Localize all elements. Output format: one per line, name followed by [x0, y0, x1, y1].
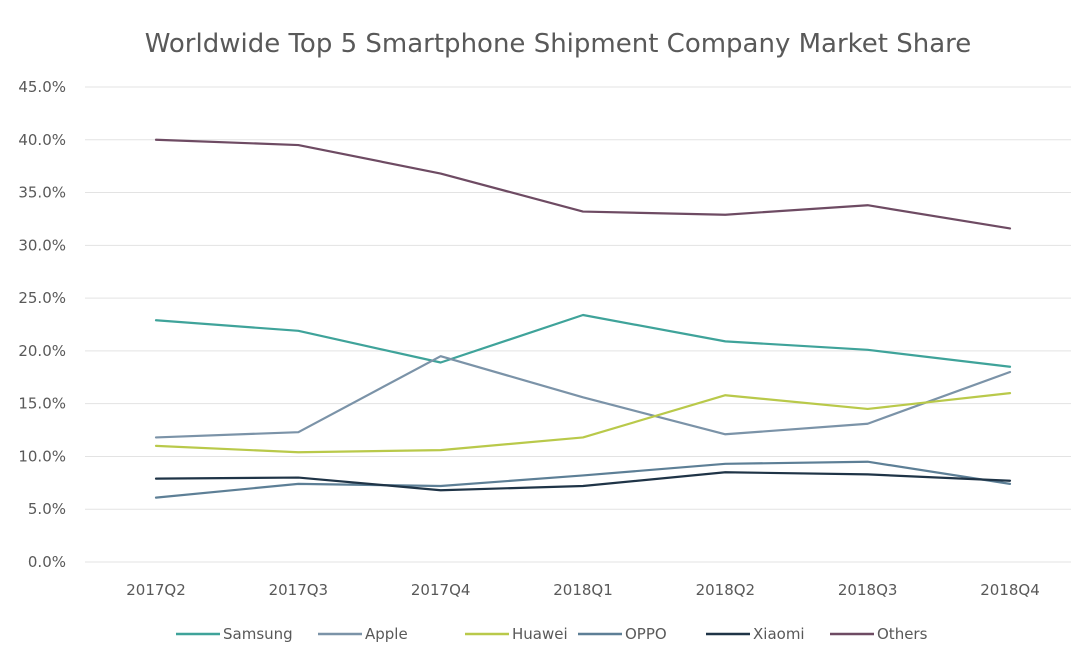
y-tick-label: 35.0%: [18, 184, 66, 202]
legend-label: Others: [877, 625, 928, 643]
series-oppo: [154, 460, 1012, 499]
legend-item-huawei: Huawei: [465, 625, 568, 643]
series-others: [154, 138, 1012, 230]
legend-item-samsung: Samsung: [176, 625, 293, 643]
series-line-samsung: [154, 313, 1012, 368]
x-tick-label: 2018Q1: [553, 581, 613, 599]
legend-item-oppo: OPPO: [578, 625, 667, 643]
chart-title: Worldwide Top 5 Smartphone Shipment Comp…: [145, 29, 972, 59]
legend-item-xiaomi: Xiaomi: [706, 625, 805, 643]
x-tick-label: 2018Q4: [980, 581, 1040, 599]
series-samsung: [154, 313, 1012, 368]
y-tick-label: 15.0%: [18, 395, 66, 413]
legend: Samsung Apple Huawei OPPO Xiaomi Others: [176, 625, 928, 643]
legend-item-apple: Apple: [318, 625, 408, 643]
y-tick-label: 45.0%: [18, 78, 66, 96]
series-huawei: [154, 392, 1012, 454]
series-line-others: [154, 138, 1012, 230]
legend-label: Apple: [365, 625, 408, 643]
legend-label: Xiaomi: [753, 625, 805, 643]
series-line-oppo: [154, 460, 1012, 499]
y-tick-label: 20.0%: [18, 342, 66, 360]
x-tick-label: 2017Q4: [411, 581, 471, 599]
x-tick-label: 2018Q3: [838, 581, 898, 599]
y-axis-ticks: 0.0% 5.0% 10.0% 15.0% 20.0% 25.0% 30.0% 35.0% 40…: [18, 78, 66, 571]
y-tick-label: 10.0%: [18, 447, 66, 465]
y-tick-label: 5.0%: [28, 500, 66, 518]
legend-item-others: Others: [830, 625, 928, 643]
x-axis-ticks: 2017Q2 2017Q3 2017Q4 2018Q1 2018Q2 2018Q3 2018…: [126, 581, 1040, 599]
y-tick-label: 0.0%: [28, 553, 66, 571]
grid-lines: [85, 86, 1071, 563]
series-apple: [154, 355, 1012, 439]
legend-label: OPPO: [625, 625, 667, 643]
series-line-huawei: [154, 392, 1012, 454]
y-tick-label: 30.0%: [18, 236, 66, 254]
legend-label: Huawei: [512, 625, 568, 643]
series-xiaomi: [154, 471, 1012, 492]
x-tick-label: 2017Q2: [126, 581, 186, 599]
series-line-apple: [154, 355, 1012, 439]
y-tick-label: 25.0%: [18, 289, 66, 307]
y-tick-label: 40.0%: [18, 131, 66, 149]
x-tick-label: 2017Q3: [269, 581, 329, 599]
x-tick-label: 2018Q2: [696, 581, 756, 599]
legend-label: Samsung: [223, 625, 293, 643]
series-lines: [154, 138, 1012, 499]
